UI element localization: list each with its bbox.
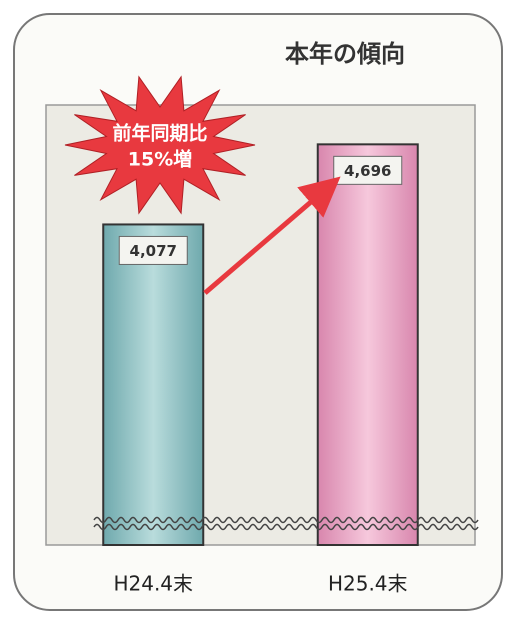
value-label-box: [333, 155, 403, 185]
value-label: 4,077: [130, 242, 177, 260]
starburst: [64, 75, 256, 215]
arrow: [203, 176, 341, 295]
x-tick-label: H24.4末: [113, 572, 193, 596]
value-label: 4,696: [344, 162, 391, 180]
x-tick-label: H25.4末: [328, 572, 408, 596]
bar: [316, 143, 419, 546]
axis-break: [93, 523, 479, 531]
annotation: 前年同期比: [112, 122, 207, 145]
bar: [102, 223, 205, 546]
chart-title: 本年の傾向: [285, 40, 405, 68]
axis-break: [93, 516, 479, 524]
value-label-box: [118, 235, 188, 265]
annotation: 15%増: [128, 148, 192, 171]
